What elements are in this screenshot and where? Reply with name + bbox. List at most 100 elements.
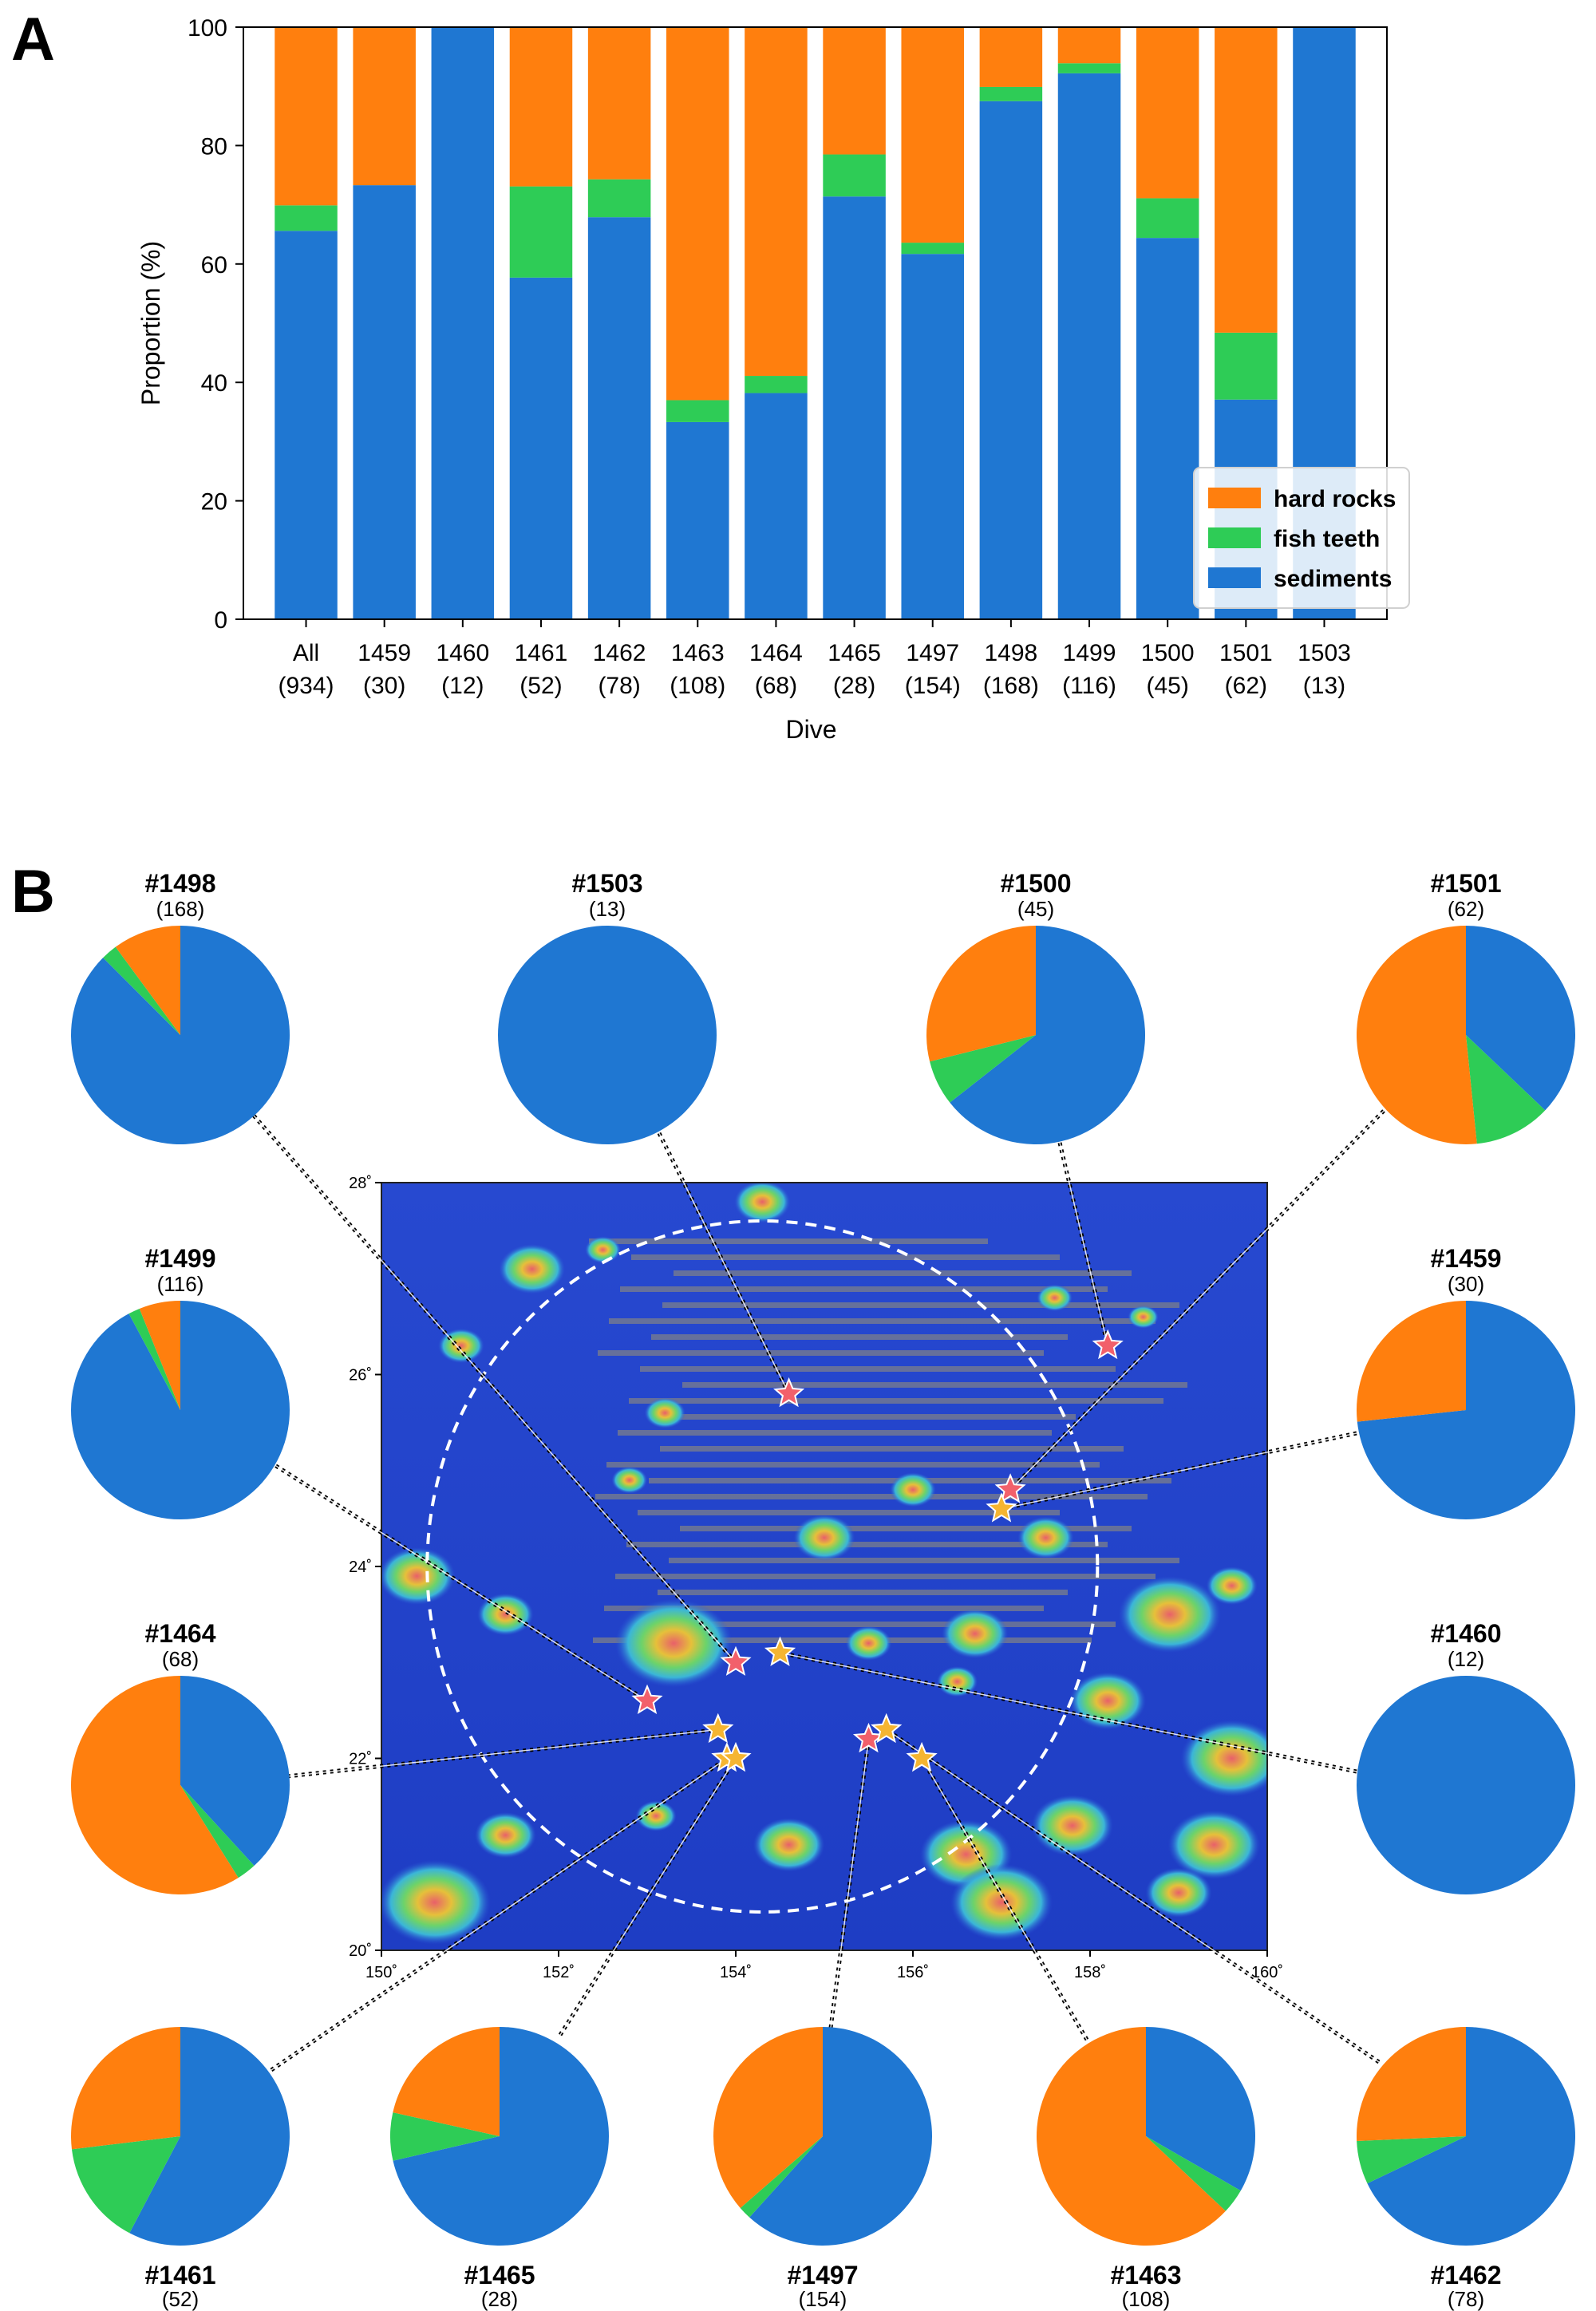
bathymetry-map [381,1183,1267,1950]
bar-sediments-1459 [353,185,416,619]
pie-slice-fish-teeth [1146,2136,1241,2211]
bar-fish-teeth-1501 [1215,332,1278,400]
lat-tick-label: 22˚ [349,1751,372,1768]
site-marker-1501 [994,1473,1026,1503]
bar-fish-teeth-1499 [1057,63,1121,73]
site-marker-1500 [1092,1329,1124,1360]
panel-label-b: B [11,858,55,926]
pie-title: #1460 [1431,1619,1502,1648]
x-tick-count: (28) [833,673,875,699]
pie-slice-sediments [180,1676,290,1867]
pie-slice-sediments [749,2027,933,2246]
bar-sediments-1460 [431,27,495,619]
pie-slice-fish-teeth [180,1785,255,1878]
pie-slice-sediments [129,2027,290,2246]
bar-fish-teeth-1461 [509,186,573,278]
site-marker-1503 [773,1377,805,1408]
pie-count: (52) [162,2287,199,2311]
site-marker-1465 [720,1741,752,1772]
pie-slice-hard-rocks [926,925,1036,1062]
lat-tick-label: 26˚ [349,1367,372,1385]
x-tick-label: 1497 [906,640,959,666]
legend-swatch-sediments [1208,567,1261,588]
pie-count: (116) [157,1272,204,1296]
bar-sediments-1465 [823,196,886,619]
x-tick-label: 1461 [515,640,568,666]
bar-sediments-1463 [666,421,729,619]
pie-slice-hard-rocks [71,2027,180,2150]
lon-tick-label: 160˚ [1251,1964,1283,1981]
x-tick-label: 1499 [1063,640,1116,666]
study-area-circle [425,1219,1100,1914]
x-tick-label: 1462 [593,640,646,666]
panel-label-a: A [11,6,55,73]
pie-slice-hard-rocks [115,926,180,1035]
lon-tick-label: 156˚ [897,1964,929,1981]
pie-title: #1497 [788,2261,859,2289]
x-tick-count: (13) [1303,673,1345,699]
pie-count: (45) [1017,897,1054,921]
pie-slice-fish-teeth [1466,1035,1546,1144]
x-tick-count: (30) [363,673,405,699]
x-tick-count: (45) [1146,673,1188,699]
x-tick-count: (108) [670,673,725,699]
site-marker-1499 [631,1684,663,1715]
bar-fish-teeth-1465 [823,154,886,197]
pie-slice-sediments [950,926,1145,1144]
bar-sediments-1497 [901,254,964,619]
pie-count: (62) [1448,897,1484,921]
bar-fish-teeth-1500 [1136,198,1199,239]
pie-title: #1462 [1431,2261,1502,2289]
pie-title: #1501 [1431,869,1502,898]
pie-title: #1503 [572,869,643,898]
x-tick-count: (934) [278,673,334,699]
y-tick-label: 80 [201,133,227,160]
x-tick-label: 1465 [828,640,881,666]
pie-slice-fish-teeth [103,946,180,1035]
legend-entry: fish teeth [1274,526,1380,552]
site-marker-1463 [906,1741,938,1772]
bar-hard-rocks-1500 [1136,27,1199,199]
y-tick-label: 60 [201,252,227,279]
y-tick-label: 20 [201,489,227,516]
pie-slice-sediments [71,1301,290,1519]
legend-swatch-fish-teeth [1208,527,1261,548]
pie-1500 [926,925,1145,1144]
pie-count: (30) [1448,1272,1484,1296]
plot-frame [243,26,1388,620]
pie-slice-sediments [71,926,290,1144]
bar-sediments-1499 [1057,73,1121,620]
x-tick-label: 1501 [1219,640,1273,666]
pie-count: (168) [156,897,205,921]
lon-tick-label: 150˚ [365,1964,397,1981]
bar-hard-rocks-1461 [509,27,573,187]
pie-title: #1464 [145,1619,216,1648]
x-tick-count: (78) [598,673,640,699]
pie-count: (108) [1122,2287,1171,2311]
x-tick-label: 1500 [1141,640,1195,666]
pie-title: #1465 [464,2261,535,2289]
x-tick-label: 1464 [749,640,803,666]
bar-hard-rocks-1465 [823,27,886,155]
pie-slice-sediments [1357,1676,1575,1894]
bar-hard-rocks-1464 [745,27,808,377]
pie-count: (13) [589,897,626,921]
legend: hard rocks fish teeth sediments [1193,467,1410,609]
x-tick-label: 1498 [985,640,1038,666]
bar-hard-rocks-1499 [1057,27,1121,64]
x-tick-count: (62) [1225,673,1267,699]
pie-slice-sediments [1357,1301,1575,1520]
legend-entry: sediments [1274,566,1392,592]
pie-slice-sediments [393,2027,609,2246]
x-tick-count: (68) [755,673,797,699]
y-tick-label: 100 [188,15,227,41]
pie-1462 [1356,2027,1576,2246]
x-tick-count: (168) [983,673,1039,699]
pie-1499 [71,1301,290,1519]
pie-1501 [1357,926,1576,1144]
pie-title: #1463 [1111,2261,1182,2289]
y-tick-label: 0 [214,607,227,634]
pie-1460 [1357,1676,1575,1894]
bar-fish-teeth-1463 [666,400,729,422]
